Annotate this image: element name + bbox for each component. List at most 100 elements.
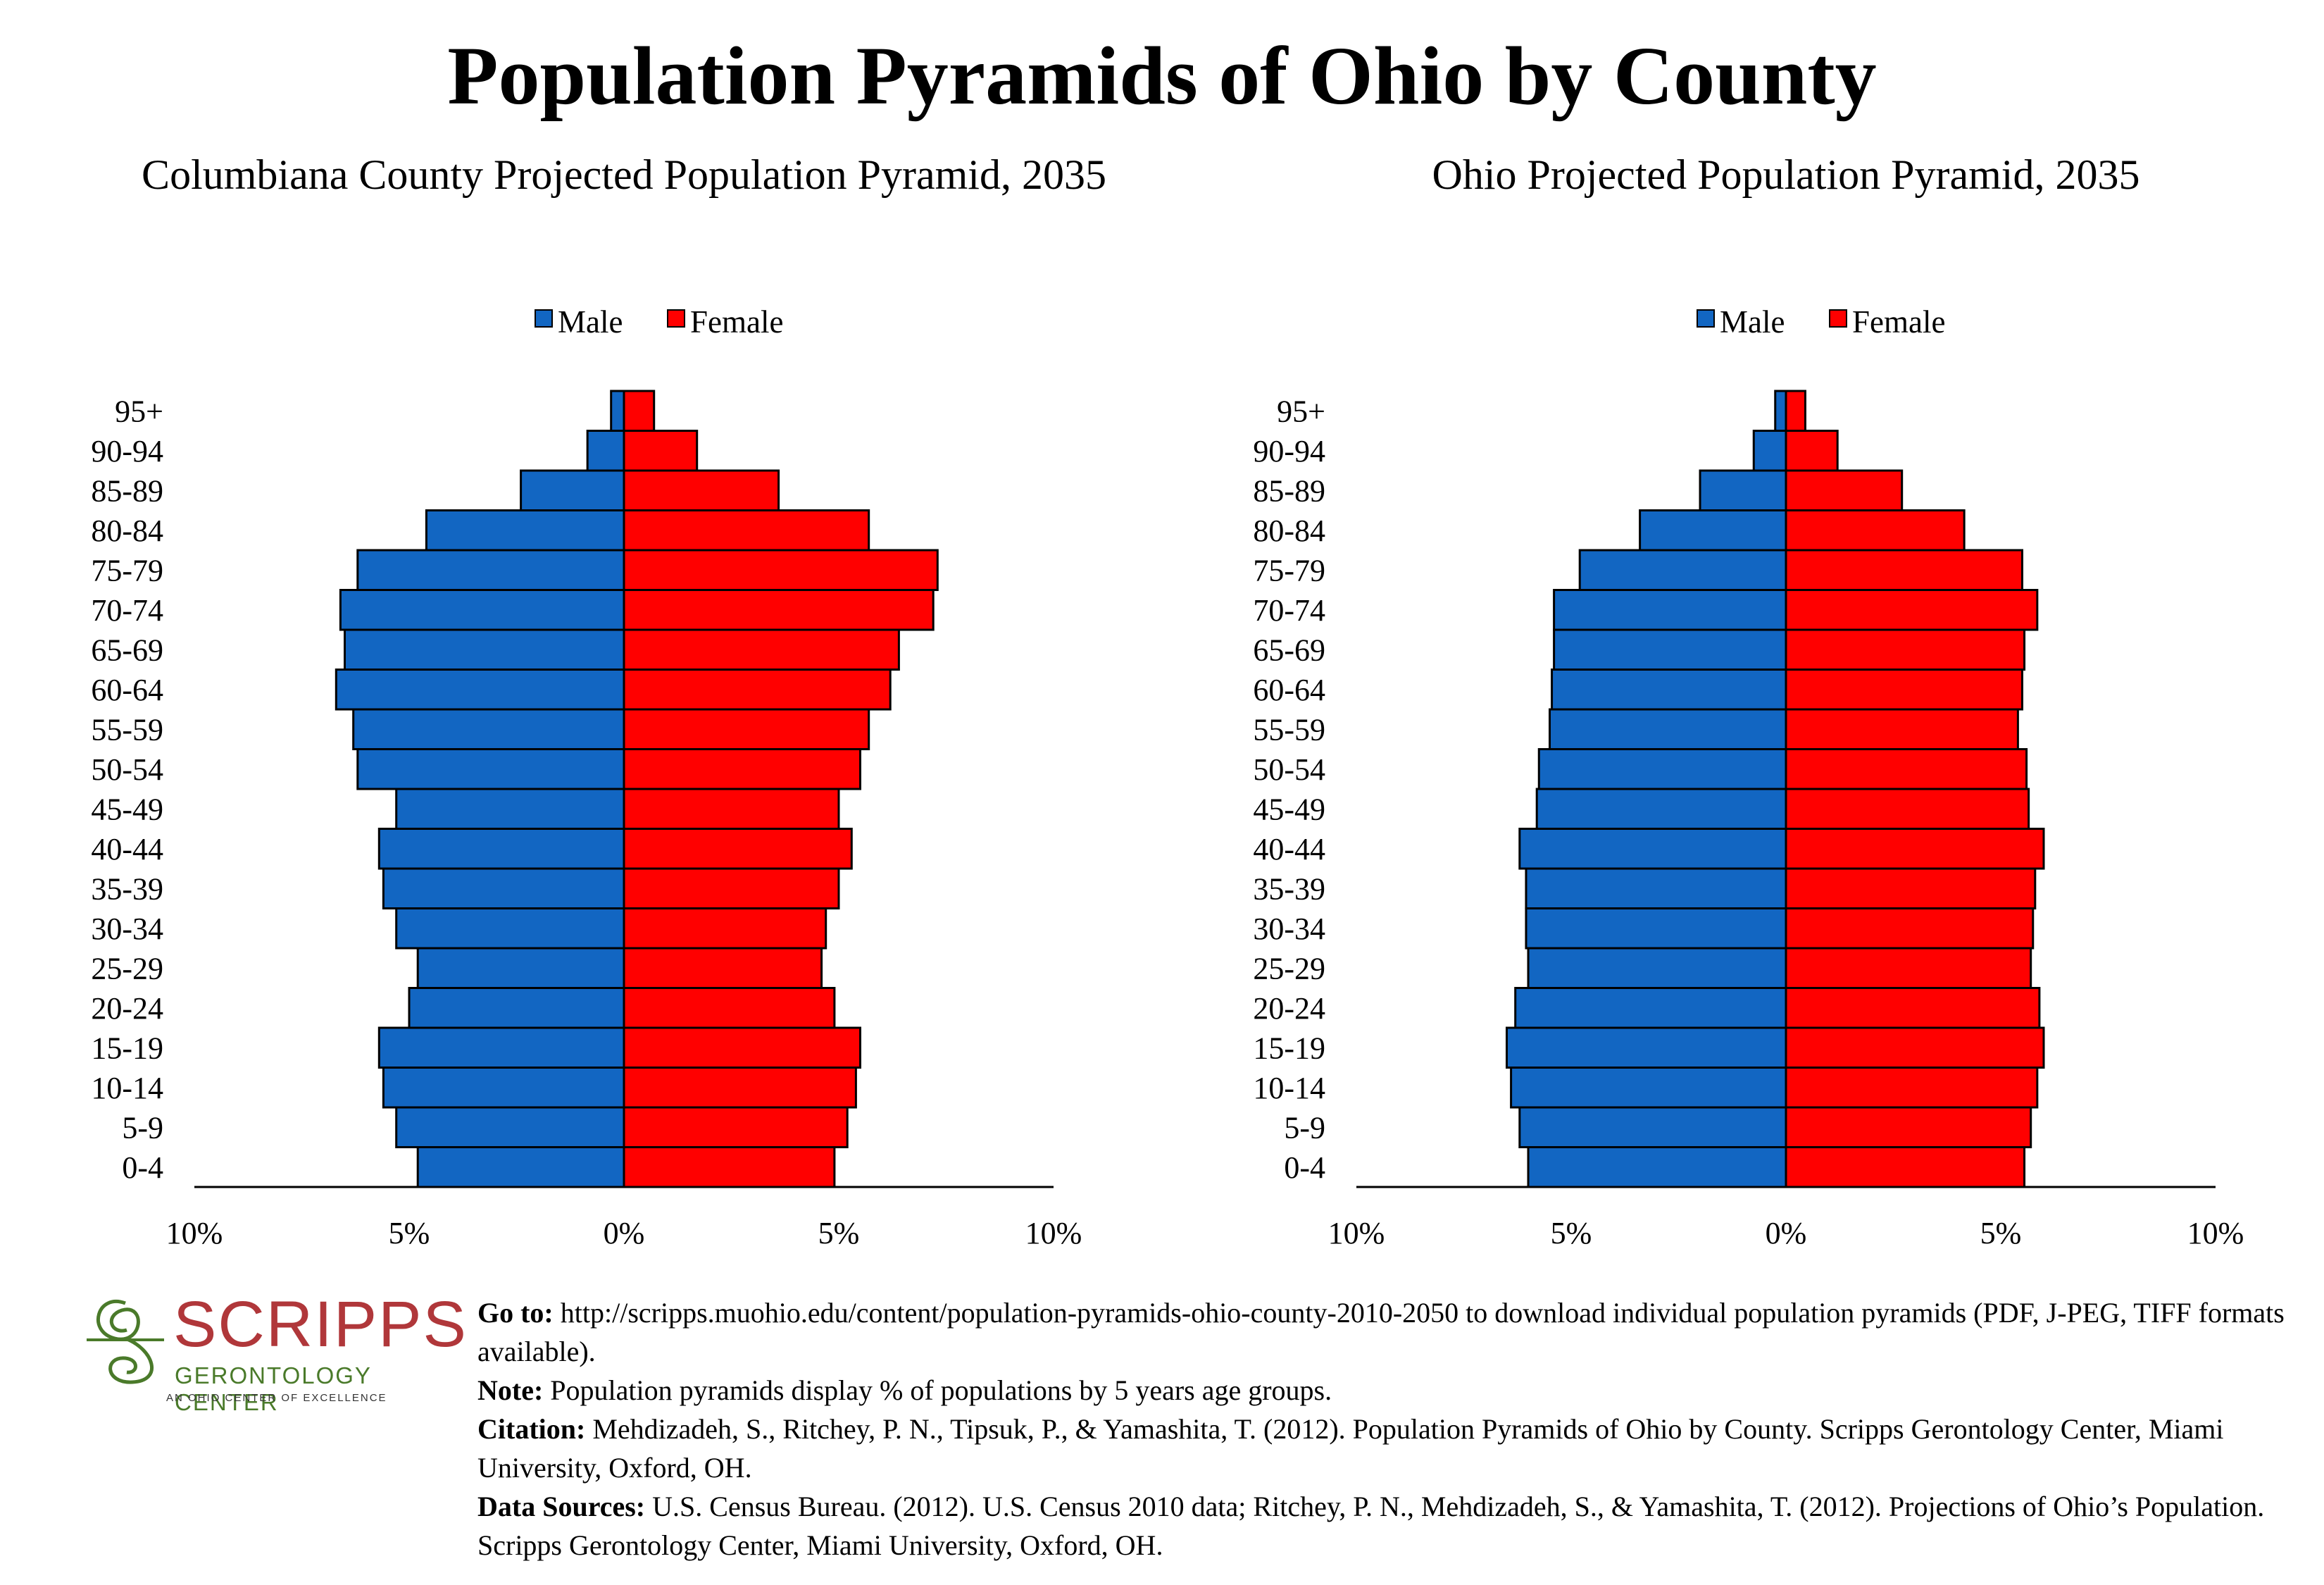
bar-male-40-44 [1518,828,1787,870]
bar-male-15-19 [1506,1026,1787,1069]
category-label: 5-9 [1284,1110,1325,1145]
x-tick-label: 0% [604,1216,645,1250]
bar-male-70-74 [339,589,625,631]
logo-wordmark: SCRIPPS [173,1288,468,1360]
category-label: 30-34 [1253,912,1325,946]
bar-male-85-89 [1699,469,1787,511]
category-label: 10-14 [1253,1071,1325,1105]
category-label: 65-69 [91,633,163,667]
note-text: Population pyramids display % of populat… [543,1374,1332,1406]
bar-male-15-19 [377,1026,625,1069]
bar-female-50-54 [623,748,861,790]
bar-male-45-49 [395,788,625,830]
category-label: 0-4 [122,1150,163,1185]
bar-female-30-34 [1785,907,2035,950]
bar-female-80-84 [1785,509,1966,552]
bar-female-20-24 [1785,987,2041,1029]
legend-female-swatch [1829,309,1847,328]
category-label: 25-29 [91,951,163,986]
category-label: 40-44 [1253,832,1325,866]
bar-male-60-64 [335,669,625,711]
bar-female-0-4 [1785,1146,2026,1188]
x-tick-label: 10% [2187,1216,2244,1250]
bar-female-55-59 [1785,708,2019,750]
bar-male-65-69 [1553,628,1787,671]
bar-male-35-39 [1525,867,1787,909]
bar-female-50-54 [1785,748,2028,790]
bar-female-85-89 [1785,469,1904,511]
bar-male-60-64 [1551,669,1787,711]
bar-female-35-39 [1785,867,2037,909]
bar-male-75-79 [1578,549,1787,591]
bar-male-45-49 [1535,788,1787,830]
bar-male-5-9 [395,1106,625,1148]
category-label: 20-24 [91,991,163,1026]
category-label: 10-14 [91,1071,163,1105]
sources-text: U.S. Census Bureau. (2012). U.S. Census … [477,1491,2265,1561]
legend-female-swatch [667,309,685,328]
category-label: 45-49 [91,792,163,826]
bar-female-10-14 [1785,1067,2039,1109]
category-label: 65-69 [1253,633,1325,667]
category-label: 95+ [115,394,163,428]
legend-male-swatch [1697,309,1715,328]
bar-female-60-64 [1785,669,2023,711]
category-label: 85-89 [1253,473,1325,508]
legend: Male Female [535,304,783,340]
category-label: 70-74 [1253,593,1325,628]
category-label: 15-19 [1253,1031,1325,1065]
bar-female-95+ [1785,390,1806,432]
bar-male-55-59 [352,708,625,750]
bar-male-20-24 [408,987,625,1029]
bar-female-75-79 [623,549,939,591]
category-label: 35-39 [1253,871,1325,906]
bar-male-20-24 [1514,987,1787,1029]
chart-title: Columbiana County Projected Population P… [142,151,1106,198]
scripps-logo: SCRIPPS GERONTOLOGY CENTER AN OHIO CENTE… [83,1289,466,1415]
category-label: 90-94 [91,434,163,468]
legend-male-swatch [535,309,553,328]
bar-female-45-49 [623,788,840,830]
legend-female-label: Female [690,304,783,340]
bar-female-30-34 [623,907,827,950]
x-tick-label: 10% [1025,1216,1082,1250]
bar-male-50-54 [356,748,625,790]
bar-male-5-9 [1518,1106,1787,1148]
x-tick-label: 5% [818,1216,860,1250]
bar-female-85-89 [623,469,780,511]
ohio-pyramid-chart: Ohio Projected Population Pyramid, 2035 M… [1253,151,2244,1250]
bar-male-95+ [610,390,625,432]
bar-male-35-39 [382,867,625,909]
x-tick-label: 10% [166,1216,223,1250]
sources-label: Data Sources: [477,1491,646,1522]
note-line: Note: Population pyramids display % of p… [477,1371,2309,1410]
category-label: 55-59 [91,712,163,747]
bar-female-60-64 [623,669,892,711]
logo-subtitle: GERONTOLOGY CENTER [175,1362,372,1415]
x-tick-label: 0% [1766,1216,1807,1250]
bar-male-10-14 [382,1067,625,1109]
chart-title: Ohio Projected Population Pyramid, 2035 [1432,151,2140,198]
logo-tagline: AN OHIO CENTER OF EXCELLENCE [166,1392,387,1404]
bar-female-35-39 [623,867,840,909]
bar-female-90-94 [1785,430,1839,472]
bar-male-0-4 [1527,1146,1787,1188]
x-tick-label: 5% [389,1216,430,1250]
page-title: Population Pyramids of Ohio by County [447,30,1877,122]
category-label: 60-64 [91,673,163,707]
bar-male-30-34 [395,907,625,950]
category-label: 80-84 [91,514,163,548]
citation-line: Citation: Mehdizadeh, S., Ritchey, P. N.… [477,1410,2309,1487]
category-label: 25-29 [1253,951,1325,986]
category-label: 45-49 [1253,792,1325,826]
category-label: 50-54 [1253,752,1325,787]
legend-female-label: Female [1852,304,1945,340]
x-tick-label: 5% [1980,1216,2022,1250]
bar-male-65-69 [344,628,625,671]
bar-female-95+ [623,390,656,432]
bar-female-70-74 [623,589,935,631]
bar-female-40-44 [1785,828,2045,870]
bar-female-10-14 [623,1067,857,1109]
bar-male-75-79 [356,549,625,591]
bar-female-15-19 [623,1026,861,1069]
